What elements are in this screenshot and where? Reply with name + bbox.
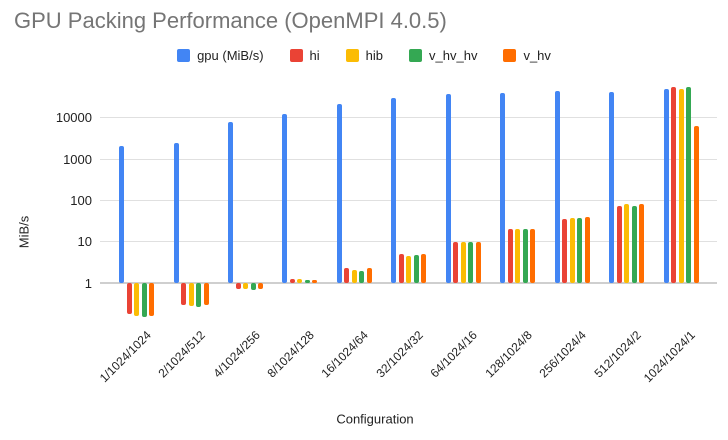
- bar-v-hv: [421, 254, 427, 283]
- bar-v-hv-hv: [141, 283, 147, 318]
- bar-v-hv: [149, 283, 155, 317]
- bar-hi: [453, 241, 459, 283]
- bar-v-hv-hv: [631, 206, 637, 283]
- bar-gpu-mib-s: [663, 88, 669, 283]
- legend-label: gpu (MiB/s): [197, 48, 264, 63]
- legend-item: v_hv_hv: [409, 48, 477, 63]
- gridline: [100, 199, 717, 201]
- bar-hib: [243, 283, 249, 290]
- bar-v-hv-hv: [196, 283, 202, 308]
- bar-v-hv-hv: [250, 283, 256, 290]
- bar-hib: [515, 229, 521, 283]
- legend: gpu (MiB/s) hi hib v_hv_hv v_hv: [0, 48, 728, 63]
- y-axis-title: MiB/s: [16, 215, 32, 249]
- bar-hi: [507, 229, 513, 283]
- bar-hi: [289, 278, 295, 283]
- gridline: [100, 117, 717, 119]
- axis-baseline: [100, 282, 717, 284]
- bar-v-hv: [312, 279, 318, 283]
- bar-v-hv-hv: [413, 255, 419, 283]
- bar-gpu-mib-s: [391, 97, 397, 283]
- bar-v-hv-hv: [522, 229, 528, 283]
- x-tick-label: 64/1024/16: [427, 328, 481, 381]
- bar-gpu-mib-s: [500, 93, 506, 283]
- legend-label: hi: [309, 48, 320, 63]
- y-tick-label: 1: [84, 275, 92, 291]
- bar-hib: [134, 283, 140, 316]
- bar-gpu-mib-s: [228, 121, 234, 283]
- bar-v-hv: [693, 125, 699, 283]
- bar-hi: [562, 219, 568, 283]
- y-tick-label: 100: [70, 192, 92, 208]
- bar-hi: [235, 283, 241, 289]
- legend-swatch: [409, 49, 423, 62]
- x-tick-label: 2/1024/512: [155, 328, 209, 381]
- bar-v-hv-hv: [577, 217, 583, 283]
- x-axis-title: Configuration: [336, 411, 414, 427]
- bar-hi: [671, 87, 676, 283]
- bar-hib: [460, 241, 466, 283]
- bar-gpu-mib-s: [119, 145, 125, 283]
- bar-hib: [569, 217, 575, 283]
- x-tick-label: 1/1024/1024: [96, 328, 154, 386]
- bar-v-hv: [258, 283, 264, 289]
- bar-v-hv-hv: [686, 86, 691, 283]
- x-tick-label: 1024/1024/1: [640, 328, 698, 386]
- bar-v-hv: [366, 268, 372, 283]
- legend-label: v_hv_hv: [429, 48, 478, 63]
- bar-hi: [398, 254, 404, 283]
- legend-item: hi: [289, 48, 320, 63]
- bar-hib: [297, 278, 303, 283]
- bar-gpu-mib-s: [173, 143, 179, 283]
- bar-hi: [126, 283, 132, 314]
- bar-v-hv: [475, 241, 481, 283]
- legend-swatch: [177, 49, 191, 62]
- bar-gpu-mib-s: [445, 94, 451, 283]
- x-tick-label: 128/1024/8: [482, 328, 535, 381]
- bar-gpu-mib-s: [336, 103, 342, 283]
- bar-v-hv-hv: [359, 270, 365, 283]
- bar-hi: [344, 268, 350, 283]
- legend-item: v_hv: [503, 48, 551, 63]
- bar-v-hv-hv: [468, 241, 474, 283]
- legend-item: hib: [345, 48, 384, 63]
- x-tick-label: 8/1024/128: [264, 328, 317, 381]
- x-tick-label: 16/1024/64: [318, 328, 372, 381]
- x-tick-label: 4/1024/256: [210, 328, 263, 381]
- bar-hib: [624, 203, 630, 283]
- bar-v-hv: [639, 203, 645, 283]
- gridline: [100, 158, 717, 160]
- bar-gpu-mib-s: [282, 113, 288, 283]
- legend-item: gpu (MiB/s): [177, 48, 264, 63]
- legend-label: hib: [365, 48, 384, 63]
- bar-hi: [616, 205, 622, 283]
- bar-hi: [181, 283, 187, 306]
- bar-gpu-mib-s: [609, 92, 615, 283]
- y-tick-label: 10: [77, 234, 92, 250]
- y-tick-label: 10000: [55, 110, 92, 126]
- legend-swatch: [503, 49, 517, 62]
- bar-v-hv: [203, 283, 209, 305]
- bar-gpu-mib-s: [554, 91, 560, 283]
- bar-v-hv-hv: [304, 279, 310, 283]
- bar-v-hv: [584, 216, 590, 283]
- bar-hib: [406, 256, 412, 283]
- bar-hib: [351, 269, 357, 283]
- bar-hib: [188, 283, 194, 307]
- legend-swatch: [345, 49, 359, 62]
- legend-label: v_hv: [523, 48, 551, 63]
- bar-v-hv: [530, 229, 536, 283]
- bar-hib: [678, 88, 684, 283]
- gridline: [100, 241, 717, 243]
- chart-title: GPU Packing Performance (OpenMPI 4.0.5): [14, 8, 447, 33]
- y-tick-label: 1000: [63, 151, 92, 167]
- legend-swatch: [289, 49, 303, 62]
- x-tick-label: 512/1024/2: [591, 328, 644, 381]
- x-tick-label: 256/1024/4: [536, 328, 590, 381]
- x-tick-label: 32/1024/32: [373, 328, 426, 381]
